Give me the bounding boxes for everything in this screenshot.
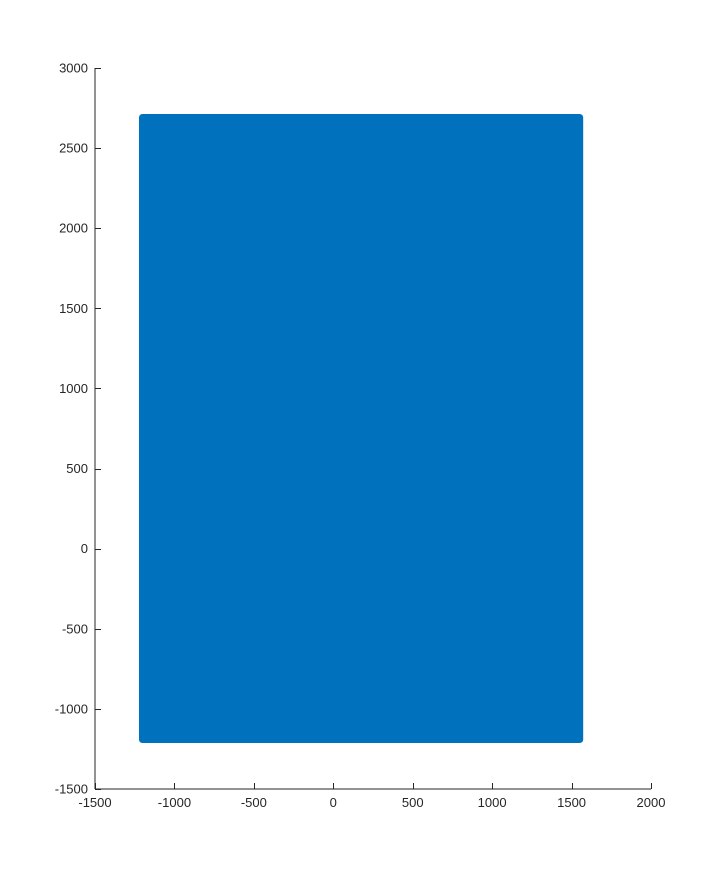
y-tick-label: 3000 [59, 61, 88, 76]
x-tick-label: -1000 [158, 795, 191, 810]
y-tick-label: 500 [66, 461, 88, 476]
x-tick-label: 0 [330, 795, 337, 810]
y-tick-label: -1500 [55, 782, 88, 797]
x-tick-label: -500 [241, 795, 267, 810]
y-tick-label: 2000 [59, 221, 88, 236]
y-tick-label: 2500 [59, 141, 88, 156]
x-tick-label: 500 [402, 795, 424, 810]
x-tick-label: 1500 [557, 795, 586, 810]
x-tick-label: 1000 [478, 795, 507, 810]
x-tick-label: -1500 [78, 795, 111, 810]
y-axis: -1500 -1000 -500 0 500 1000 1500 2000 2500 3000 [55, 61, 101, 797]
y-tick-label: -1000 [55, 701, 88, 716]
y-tick-label: -500 [62, 621, 88, 636]
scatter-series-1 [138, 113, 584, 744]
x-tick-label: 2000 [637, 795, 666, 810]
y-tick-label: 1000 [59, 381, 88, 396]
y-tick-label: 1500 [59, 301, 88, 316]
y-tick-label: 0 [81, 541, 88, 556]
plot-area [138, 113, 584, 744]
x-axis: -1500 -1000 -500 0 500 1000 1500 2000 [78, 783, 665, 810]
scatter-point-cloud [138, 113, 584, 744]
